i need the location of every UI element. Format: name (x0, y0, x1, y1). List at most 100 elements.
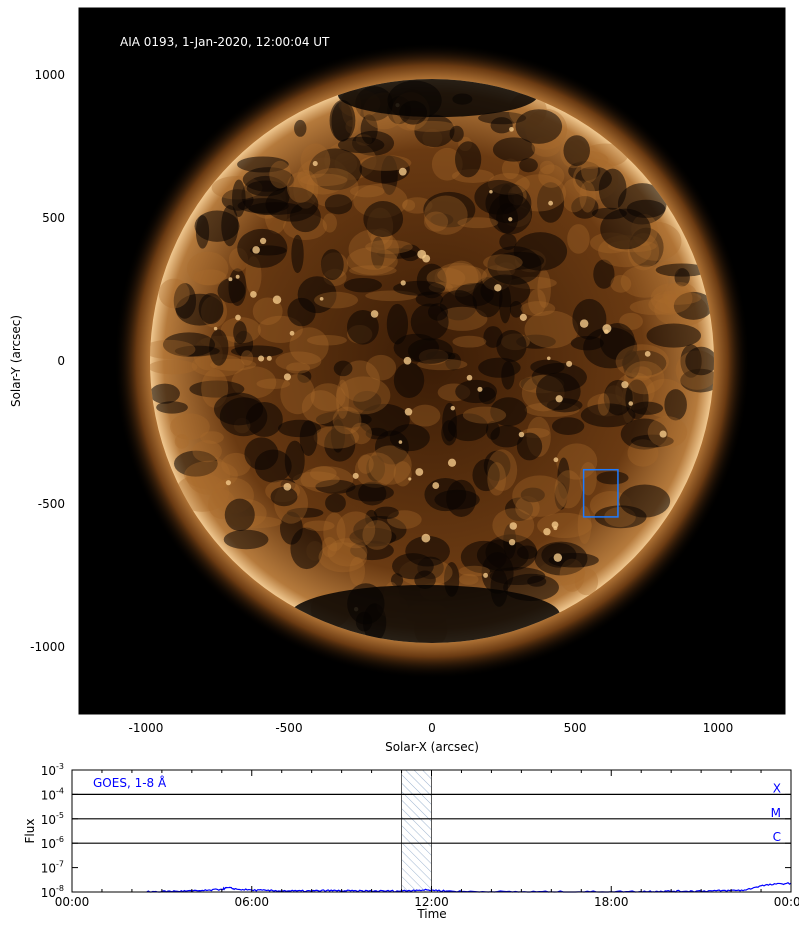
disk-feature (496, 330, 527, 362)
disk-feature (597, 393, 610, 416)
disk-feature (269, 160, 292, 189)
bright-point (235, 314, 241, 321)
bright-point (518, 431, 525, 438)
goes-y-tick-label: 10-4 (41, 786, 64, 802)
disk-feature (246, 180, 286, 197)
aia-image-panel: AIA 0193, 1-Jan-2020, 12:00:04 UT -1000-… (9, 7, 786, 754)
disk-feature (257, 315, 303, 344)
bright-point (415, 468, 424, 476)
disk-feature (512, 475, 568, 517)
disk-feature (156, 401, 188, 414)
disk-feature (596, 471, 629, 485)
disk-feature (289, 327, 329, 365)
image-title: AIA 0193, 1-Jan-2020, 12:00:04 UT (120, 35, 330, 49)
disk-feature (664, 389, 687, 421)
bright-point (644, 351, 651, 357)
disk-feature (345, 483, 394, 502)
bright-point (628, 401, 634, 406)
disk-feature (538, 164, 565, 188)
bright-point (477, 386, 483, 392)
disk-feature (655, 263, 708, 277)
disk-feature (330, 419, 346, 453)
bright-point (579, 319, 589, 328)
disk-feature (476, 539, 529, 572)
disk-feature (315, 479, 356, 494)
disk-feature (399, 244, 421, 262)
bright-point (398, 440, 403, 444)
disk-feature (286, 171, 315, 203)
disk-feature (563, 135, 590, 167)
disk-feature (150, 383, 180, 404)
x-tick-label: 0 (428, 721, 436, 735)
disk-feature (499, 233, 517, 250)
disk-feature (348, 229, 399, 270)
disk-feature (323, 512, 346, 552)
goes-y-tick-label: 10-6 (41, 835, 64, 851)
disk-feature (370, 236, 385, 269)
disk-feature (452, 335, 487, 348)
bright-point (508, 538, 516, 546)
bright-point (621, 381, 629, 389)
bright-point (266, 355, 272, 361)
disk-feature (349, 185, 385, 198)
disk-feature (494, 251, 545, 270)
flare-class-lines: XMC (72, 781, 791, 844)
x-tick-label: -500 (275, 721, 302, 735)
disk-feature (626, 199, 666, 218)
disk-feature (322, 213, 337, 233)
goes-flux-line (146, 881, 792, 893)
disk-feature (423, 191, 476, 228)
disk-feature (173, 450, 218, 477)
disk-feature (198, 293, 224, 325)
bright-point (225, 480, 231, 486)
disk-feature (279, 511, 303, 545)
bright-point (417, 249, 427, 259)
bright-point (235, 274, 240, 279)
bright-point (403, 356, 412, 365)
disk-feature (332, 406, 362, 435)
disk-feature (580, 403, 636, 428)
disk-feature (537, 269, 551, 309)
disk-feature (619, 484, 671, 518)
disk-feature (347, 309, 379, 345)
goes-flux-series (146, 881, 792, 893)
disk-feature (349, 527, 397, 547)
disk-feature (407, 338, 453, 364)
x-axis-label: Solar-X (arcsec) (385, 740, 479, 754)
disk-feature (336, 376, 391, 415)
disk-feature (402, 199, 416, 211)
disk-feature (265, 186, 319, 222)
south-coronal-hole (290, 585, 560, 643)
bright-point (370, 310, 379, 318)
y-axis-label: Solar-Y (arcsec) (9, 315, 23, 407)
disk-feature (389, 424, 430, 452)
disk-feature (244, 437, 279, 471)
disk-feature (359, 154, 412, 171)
disk-feature (294, 119, 307, 137)
flare-class-label-m: M (771, 806, 781, 820)
disk-feature (449, 125, 464, 143)
disk-feature (572, 298, 607, 340)
disk-feature (501, 158, 520, 180)
disk-feature (515, 109, 563, 144)
shaded-interval (401, 769, 432, 893)
disk-feature (187, 251, 229, 286)
bright-point (432, 482, 440, 489)
disk-feature (517, 545, 538, 560)
disk-feature (301, 390, 340, 425)
disk-feature (336, 379, 349, 419)
disk-feature (324, 194, 353, 215)
disk-feature (598, 168, 627, 210)
bright-point (553, 457, 559, 463)
disk-feature (610, 274, 632, 293)
disk-feature (527, 575, 547, 587)
goes-y-tick-label: 10-3 (41, 762, 64, 778)
disk-feature (349, 556, 366, 586)
goes-x-axis-label: Time (416, 907, 446, 921)
disk-feature (223, 529, 269, 550)
disk-feature (431, 147, 463, 181)
disk-feature (624, 361, 665, 395)
disk-feature (232, 179, 246, 218)
disk-feature (458, 565, 491, 577)
bright-point (252, 246, 260, 254)
